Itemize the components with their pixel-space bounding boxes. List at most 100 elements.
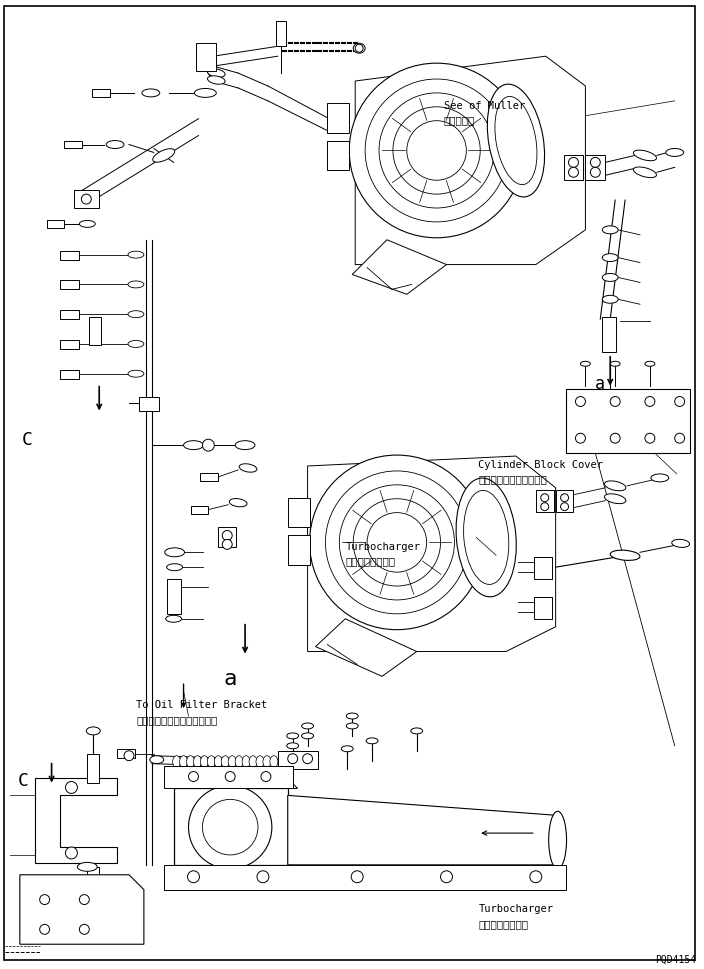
Circle shape (288, 754, 298, 764)
Ellipse shape (353, 45, 365, 54)
Ellipse shape (495, 97, 537, 185)
Ellipse shape (128, 252, 144, 259)
Bar (60, 311, 80, 320)
Ellipse shape (201, 756, 208, 767)
Bar (534, 597, 552, 619)
Circle shape (189, 771, 199, 782)
Bar (288, 536, 310, 566)
Bar (218, 528, 236, 547)
Text: C: C (18, 770, 29, 789)
Circle shape (325, 472, 468, 614)
Ellipse shape (651, 475, 669, 483)
Ellipse shape (208, 77, 225, 85)
Ellipse shape (605, 482, 626, 491)
Ellipse shape (456, 479, 516, 597)
Polygon shape (164, 766, 293, 789)
Bar (60, 251, 80, 261)
Ellipse shape (235, 756, 243, 767)
Polygon shape (174, 789, 288, 865)
Bar (92, 90, 110, 98)
Circle shape (541, 503, 548, 511)
Ellipse shape (602, 255, 618, 263)
Bar (276, 22, 286, 47)
Circle shape (82, 195, 92, 204)
Text: マフラ参照: マフラ参照 (444, 115, 474, 125)
Ellipse shape (487, 85, 545, 198)
Ellipse shape (463, 491, 509, 585)
Circle shape (541, 494, 548, 502)
Circle shape (303, 754, 313, 764)
Ellipse shape (672, 540, 689, 547)
Ellipse shape (214, 756, 222, 767)
Circle shape (645, 434, 655, 444)
Bar (75, 191, 99, 208)
Circle shape (610, 397, 620, 407)
Ellipse shape (208, 756, 215, 767)
Circle shape (189, 786, 272, 869)
Text: ターボチャージャ: ターボチャージャ (346, 555, 396, 566)
Bar (87, 867, 99, 894)
Bar (564, 156, 584, 181)
Circle shape (365, 79, 508, 223)
Ellipse shape (239, 464, 257, 473)
Bar (327, 104, 349, 134)
Ellipse shape (666, 149, 684, 157)
Bar (278, 751, 318, 768)
Circle shape (575, 397, 586, 407)
Circle shape (310, 455, 484, 630)
Ellipse shape (180, 756, 187, 767)
Ellipse shape (187, 756, 194, 767)
Ellipse shape (199, 63, 211, 70)
Circle shape (560, 494, 569, 502)
Ellipse shape (230, 499, 247, 508)
Circle shape (379, 94, 494, 208)
Circle shape (575, 434, 586, 444)
Circle shape (349, 64, 524, 238)
Ellipse shape (150, 756, 164, 764)
Circle shape (187, 871, 199, 883)
Polygon shape (308, 456, 555, 652)
Bar (191, 506, 208, 515)
Ellipse shape (634, 168, 657, 178)
Text: To Oil Filter Bracket: To Oil Filter Bracket (136, 700, 268, 709)
Circle shape (80, 894, 89, 905)
Circle shape (407, 121, 466, 181)
Circle shape (39, 894, 49, 905)
Circle shape (80, 924, 89, 934)
Circle shape (65, 847, 77, 859)
Ellipse shape (194, 756, 201, 767)
Ellipse shape (87, 727, 100, 735)
Ellipse shape (366, 738, 378, 744)
Ellipse shape (548, 811, 567, 869)
Ellipse shape (87, 911, 100, 918)
Ellipse shape (645, 362, 655, 367)
Text: See of Muller: See of Muller (444, 101, 524, 110)
Ellipse shape (128, 371, 144, 378)
Circle shape (351, 871, 363, 883)
Circle shape (222, 540, 232, 549)
Ellipse shape (602, 274, 618, 282)
Bar (196, 45, 216, 72)
Ellipse shape (199, 50, 211, 57)
Bar (117, 749, 135, 758)
Circle shape (530, 871, 542, 883)
Polygon shape (352, 240, 446, 295)
Circle shape (353, 499, 441, 586)
Bar (327, 141, 349, 172)
Ellipse shape (194, 89, 216, 98)
Ellipse shape (87, 921, 100, 928)
Circle shape (203, 799, 258, 855)
Ellipse shape (106, 141, 124, 149)
Ellipse shape (165, 548, 184, 557)
Ellipse shape (287, 734, 298, 739)
Circle shape (610, 434, 620, 444)
Polygon shape (356, 57, 586, 266)
Ellipse shape (602, 296, 618, 304)
Ellipse shape (172, 756, 181, 767)
Ellipse shape (221, 756, 230, 767)
Bar (536, 490, 553, 512)
Circle shape (674, 434, 684, 444)
Ellipse shape (341, 746, 353, 752)
Polygon shape (164, 865, 565, 890)
Circle shape (393, 108, 480, 195)
